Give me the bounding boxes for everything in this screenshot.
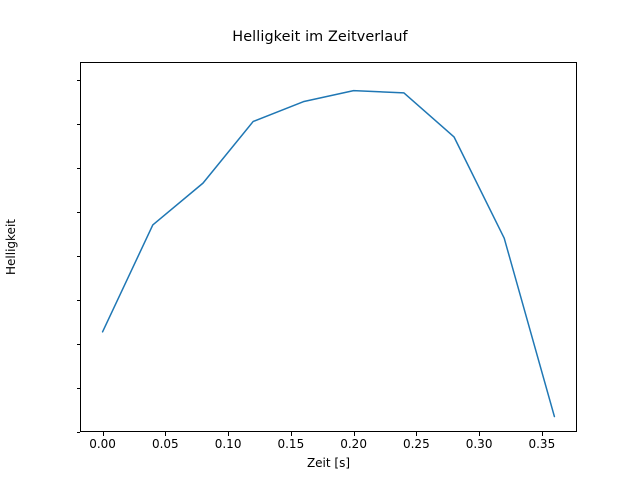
y-tick-mark xyxy=(76,255,80,257)
y-tick-mark xyxy=(76,211,80,213)
y-tick-mark xyxy=(76,432,80,434)
y-tick-mark xyxy=(76,387,80,389)
chart-title: Helligkeit im Zeitverlauf xyxy=(232,29,408,45)
y-tick-mark xyxy=(76,299,80,301)
x-tick-mark xyxy=(479,432,481,436)
x-tick-label: 0.00 xyxy=(89,437,116,451)
y-axis-label: Helligkeit xyxy=(0,0,22,480)
y-tick-mark xyxy=(76,79,80,81)
x-tick-label: 0.25 xyxy=(402,437,430,451)
x-tick-mark xyxy=(541,432,543,436)
x-tick-mark xyxy=(165,432,167,436)
x-axis-label: Zeit [s] xyxy=(306,456,351,470)
x-tick-label: 0.20 xyxy=(340,437,367,451)
data-series-line xyxy=(101,89,556,418)
x-tick-label: 0.10 xyxy=(214,437,242,451)
y-tick-mark xyxy=(76,343,80,345)
x-tick-label: 0.35 xyxy=(528,437,556,451)
x-tick-label: 0.30 xyxy=(465,437,493,451)
x-tick-label: 0.15 xyxy=(277,437,305,451)
x-tick-label: 0.05 xyxy=(151,437,179,451)
x-tick-mark xyxy=(353,432,355,436)
x-tick-mark xyxy=(228,432,230,436)
plot-area xyxy=(80,62,577,432)
y-axis-label-text: Helligkeit xyxy=(4,219,18,275)
x-tick-mark xyxy=(416,432,418,436)
plot-svg xyxy=(101,89,556,418)
axes-frame xyxy=(80,62,577,432)
x-tick-mark xyxy=(290,432,292,436)
y-tick-mark xyxy=(76,123,80,125)
y-tick-mark xyxy=(76,167,80,169)
x-tick-mark xyxy=(102,432,104,436)
